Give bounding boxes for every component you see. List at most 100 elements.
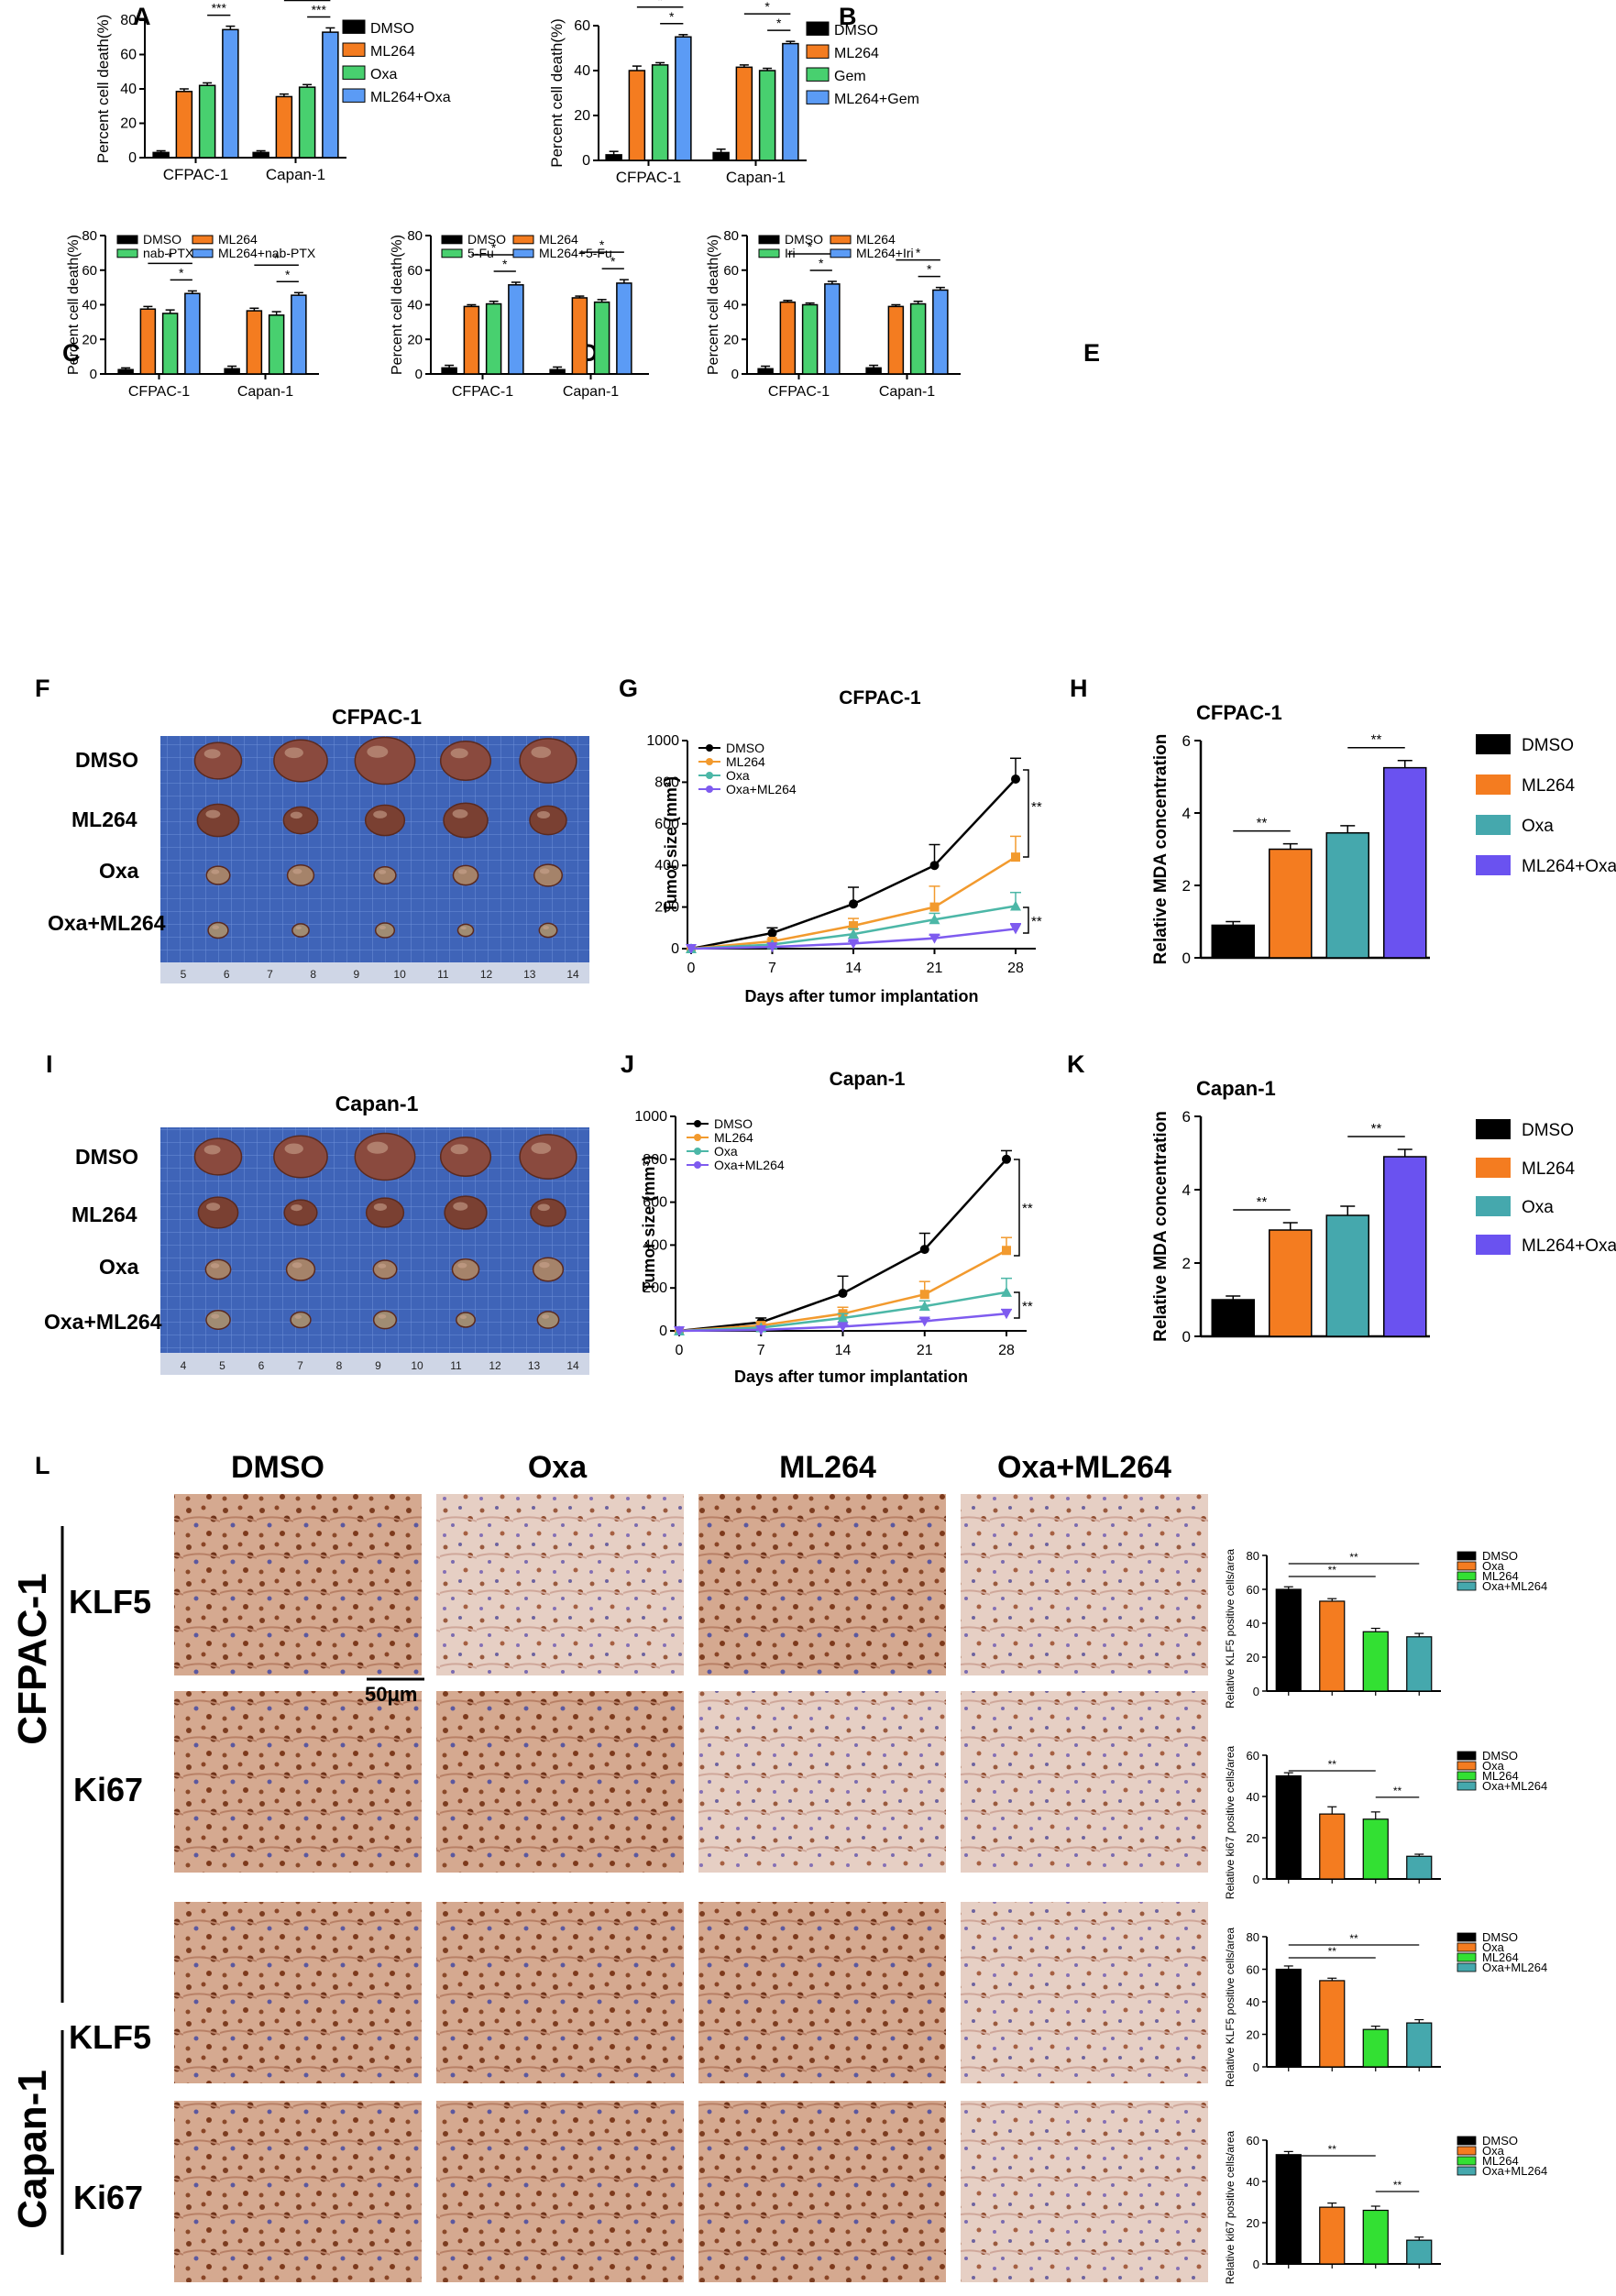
tumor-highlight [451, 1144, 468, 1154]
y-axis-label: Tumor size (mm³) [662, 776, 680, 913]
y-tick-label: 60 [1247, 1749, 1259, 1763]
bar [550, 369, 565, 374]
bar [140, 309, 155, 374]
ihc-micrograph [961, 1494, 1208, 1675]
ihc-column-oxa: Oxa [528, 1450, 588, 1485]
tumor [274, 740, 327, 781]
legend-swatch [117, 236, 137, 244]
bar [223, 29, 238, 158]
x-tick-label: Capan-1 [879, 384, 935, 400]
tumor [292, 924, 309, 937]
ihc-micrograph [698, 1902, 946, 2083]
ihc-panel: DMSO Oxa ML264 Oxa+ML264 CFPAC-1 Capan-1… [10, 1450, 1208, 2282]
legend-label: ML264 [714, 1130, 753, 1145]
legend-swatch [1476, 815, 1511, 835]
bar [247, 311, 261, 374]
legend-swatch [1457, 1582, 1476, 1590]
ruler-number: 9 [354, 968, 360, 981]
legend-label: ML264 [1522, 776, 1576, 796]
significance-label: * [285, 267, 291, 281]
data-point [920, 1245, 929, 1254]
y-axis-label: Relative KLF5 positive cells/area [1224, 1928, 1237, 2087]
legend-label: ML264 [834, 46, 879, 61]
y-axis-label: Percent cell death(%) [390, 235, 405, 375]
y-tick-label: 0 [90, 367, 97, 382]
y-tick-label: 40 [1247, 1790, 1259, 1804]
y-tick-label: 40 [1247, 1995, 1259, 2009]
bar [1320, 1814, 1345, 1879]
y-tick-label: 0 [415, 367, 423, 382]
y-tick-label: 6 [1182, 1108, 1191, 1126]
y-tick-label: 6 [1182, 732, 1191, 750]
bar [760, 71, 775, 160]
tumor-highlight [379, 1314, 387, 1319]
significance-label: ** [1257, 1194, 1268, 1210]
bar [606, 155, 621, 160]
ruler-number: 8 [310, 968, 316, 981]
bar [1384, 768, 1426, 958]
legend-marker [694, 1148, 701, 1155]
tumor-highlight [291, 812, 302, 818]
ruler-number: 5 [219, 1359, 225, 1372]
row-label-oxa: Oxa [99, 1255, 139, 1279]
significance-label: ** [1257, 816, 1268, 831]
legend-swatch [759, 249, 779, 258]
tumor-highlight [460, 1315, 467, 1319]
y-tick-label: 1000 [634, 1109, 667, 1125]
data-point [768, 928, 777, 938]
y-axis-label: Percent cell death(%) [548, 18, 566, 168]
ihc-micrograph [174, 2101, 422, 2282]
significance-label: ** [1328, 1945, 1337, 1958]
panel-letter-g: G [619, 675, 638, 702]
tumor [531, 1199, 566, 1226]
tumor [376, 923, 395, 938]
bar [276, 96, 291, 158]
x-tick-label: 7 [757, 1343, 765, 1358]
row-label-dmso: DMSO [75, 748, 138, 772]
chart-title: CFPAC-1 [1196, 701, 1282, 724]
x-tick-label: Capan-1 [726, 169, 786, 186]
tumor-highlight [458, 869, 467, 873]
ruler-number: 8 [336, 1359, 343, 1372]
tumor-highlight [211, 870, 219, 874]
bar [933, 290, 948, 374]
legend-swatch [192, 249, 213, 258]
cell-line-label-capan1: Capan-1 [10, 2070, 55, 2229]
ihc-column-oxa-ml264: Oxa+ML264 [997, 1450, 1171, 1485]
tumor [355, 737, 414, 784]
legend-label: ML264+5-Fu [539, 246, 612, 260]
y-tick-label: 60 [120, 48, 137, 63]
ruler-number: 9 [375, 1359, 381, 1372]
y-tick-label: 0 [128, 150, 137, 166]
ihc-micrograph [174, 1691, 422, 1873]
ihc-micrographs [174, 1494, 1208, 2282]
y-tick-label: 20 [574, 108, 590, 124]
legend-label: Oxa [370, 67, 397, 82]
bar [1326, 833, 1369, 958]
bar [653, 65, 668, 160]
y-tick-label: 40 [1247, 1617, 1259, 1631]
tumor [373, 1260, 397, 1279]
y-tick-label: 60 [574, 18, 590, 34]
y-tick-label: 2 [1182, 877, 1191, 895]
ihc-micrograph [174, 1494, 422, 1675]
legend-swatch [1457, 2147, 1476, 2155]
legend-swatch [830, 236, 851, 244]
legend-label: DMSO [370, 21, 414, 37]
legend-label: Oxa+ML264 [726, 782, 797, 796]
legend-label: Oxa [726, 768, 750, 783]
bar [888, 306, 903, 374]
x-tick-label: 21 [917, 1343, 933, 1358]
legend-marker [706, 785, 713, 793]
legend-label: Oxa+ML264 [714, 1158, 785, 1172]
significance-label: ** [1022, 1299, 1033, 1314]
tumor-highlight [294, 1315, 302, 1319]
y-tick-label: 20 [407, 332, 423, 347]
legend-label: Oxa+ML264 [1482, 2164, 1547, 2178]
legend-swatch [513, 236, 533, 244]
tumor [374, 1311, 397, 1328]
